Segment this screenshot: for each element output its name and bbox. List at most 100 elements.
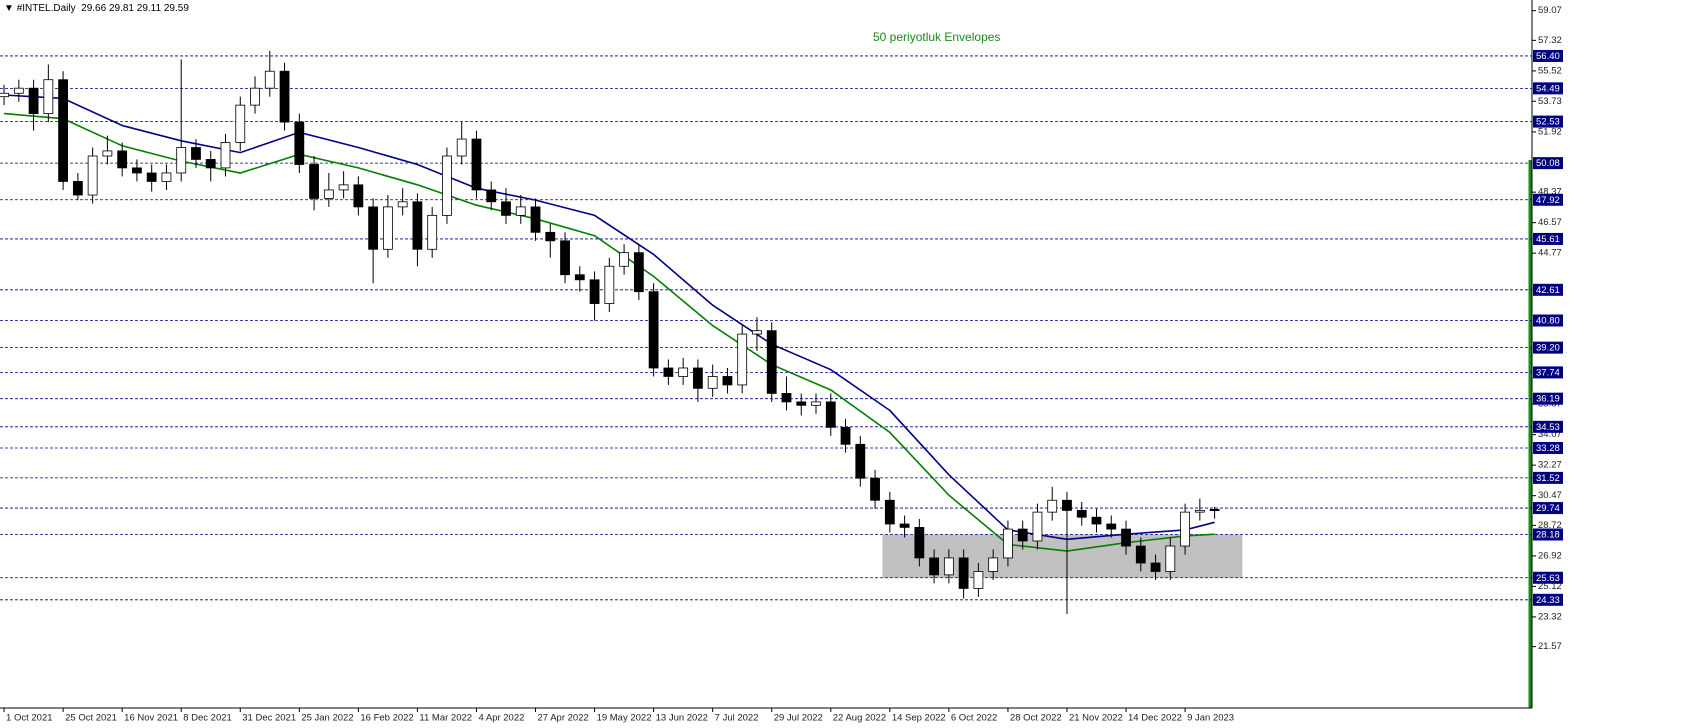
level-label-box [1533, 502, 1563, 515]
candle-body [43, 79, 54, 115]
candle-body [1209, 509, 1220, 512]
candle-body [678, 367, 689, 377]
candle-body [722, 376, 733, 386]
candle-body [707, 376, 718, 389]
x-tick-label: 22 Aug 2022 [833, 713, 886, 724]
y-tick-label: 30.47 [1538, 490, 1562, 501]
candle-body [1180, 511, 1190, 547]
candle-body [382, 206, 393, 250]
level-label: 45.61 [1536, 234, 1560, 245]
candle-body [825, 401, 836, 428]
candle-body [781, 393, 792, 403]
x-tick-label: 31 Dec 2021 [242, 713, 296, 724]
candle-body [353, 184, 364, 208]
high: 29.81 [108, 3, 134, 14]
level-label-box [1533, 157, 1563, 170]
level-label-box [1533, 314, 1563, 327]
x-tick-label: 19 May 2022 [597, 713, 652, 724]
x-tick-label: 25 Jan 2022 [301, 713, 353, 724]
level-label-box [1533, 366, 1563, 379]
candle-body [530, 206, 541, 233]
candle-body [1121, 528, 1131, 547]
candle-body [604, 265, 615, 304]
candle-body [102, 150, 113, 157]
candle-body [87, 155, 98, 196]
candle-body [501, 201, 511, 216]
y-tick-label: 25.12 [1538, 581, 1562, 592]
level-label: 28.18 [1536, 530, 1560, 541]
candle-body [560, 240, 570, 276]
level-label-box [1533, 82, 1563, 95]
x-tick-label: 29 Jul 2022 [774, 713, 823, 724]
y-tick-label: 26.92 [1538, 550, 1562, 561]
y-tick-label: 44.77 [1538, 248, 1562, 259]
open: 29.66 [81, 3, 107, 14]
y-tick-label: 34.07 [1538, 429, 1562, 440]
level-label-box [1533, 115, 1563, 128]
candle-body [914, 526, 925, 559]
level-label: 50.08 [1536, 158, 1560, 169]
level-label: 24.33 [1536, 595, 1560, 606]
x-tick-label: 27 Apr 2022 [538, 713, 589, 724]
candle-body [1194, 510, 1205, 513]
candle-body [294, 121, 305, 165]
candle-body [412, 201, 423, 250]
candle-body [796, 401, 807, 406]
candle-body [693, 367, 703, 389]
x-tick-label: 14 Dec 2022 [1128, 713, 1182, 724]
candle-body [72, 181, 83, 196]
candle-body [117, 150, 128, 169]
y-tick-label: 28.72 [1538, 520, 1562, 531]
x-tick-label: 28 Oct 2022 [1010, 713, 1062, 724]
y-tick-label: 46.57 [1538, 217, 1562, 228]
candle-body [486, 189, 497, 203]
candle-body [988, 557, 999, 572]
candle-body [279, 70, 290, 123]
level-label-box [1533, 392, 1563, 405]
level-label: 29.74 [1536, 503, 1560, 514]
y-tick-label: 21.57 [1538, 641, 1562, 652]
candle-body [545, 231, 556, 242]
x-tick-label: 21 Nov 2022 [1069, 713, 1123, 724]
y-tick-label: 51.92 [1538, 126, 1562, 137]
candle-body [648, 291, 659, 369]
candle-body [958, 557, 969, 589]
x-tick-label: 9 Jan 2023 [1187, 713, 1234, 724]
candle-body [752, 330, 762, 335]
level-label: 54.49 [1536, 83, 1560, 94]
y-tick-label: 59.07 [1538, 5, 1562, 16]
candle-body [589, 279, 600, 304]
candle-body [176, 147, 187, 174]
level-label-box [1533, 420, 1563, 433]
candle-body [766, 330, 777, 394]
plot-area [0, 0, 1532, 708]
candle-body [1150, 562, 1161, 572]
candle-body [840, 426, 851, 445]
candle-body [1017, 528, 1028, 542]
close: 29.59 [163, 3, 189, 14]
level-label-box [1533, 593, 1563, 606]
x-tick-label: 1 Oct 2021 [6, 713, 52, 724]
candle-body [1165, 545, 1176, 572]
candle-body [811, 401, 821, 406]
candle-body [205, 159, 216, 169]
candle-body [235, 104, 246, 143]
level-label: 39.20 [1536, 343, 1560, 354]
x-tick-label: 6 Oct 2022 [951, 713, 997, 724]
candle-body [973, 571, 984, 589]
x-tick-label: 7 Jul 2022 [715, 713, 759, 724]
level-label-box [1533, 49, 1563, 62]
level-label-box [1533, 571, 1563, 584]
candle-body [471, 138, 482, 191]
candle-body [1062, 499, 1072, 511]
candle-body [264, 70, 275, 89]
x-tick-label: 11 Mar 2022 [419, 713, 472, 724]
candle-body [309, 164, 319, 199]
candle-body [397, 201, 408, 208]
candle-body [323, 189, 334, 199]
symbol: #INTEL.Daily [16, 3, 76, 14]
level-label-box [1533, 232, 1563, 245]
y-tick-label: 23.32 [1538, 611, 1562, 622]
level-label: 31.52 [1536, 473, 1560, 484]
